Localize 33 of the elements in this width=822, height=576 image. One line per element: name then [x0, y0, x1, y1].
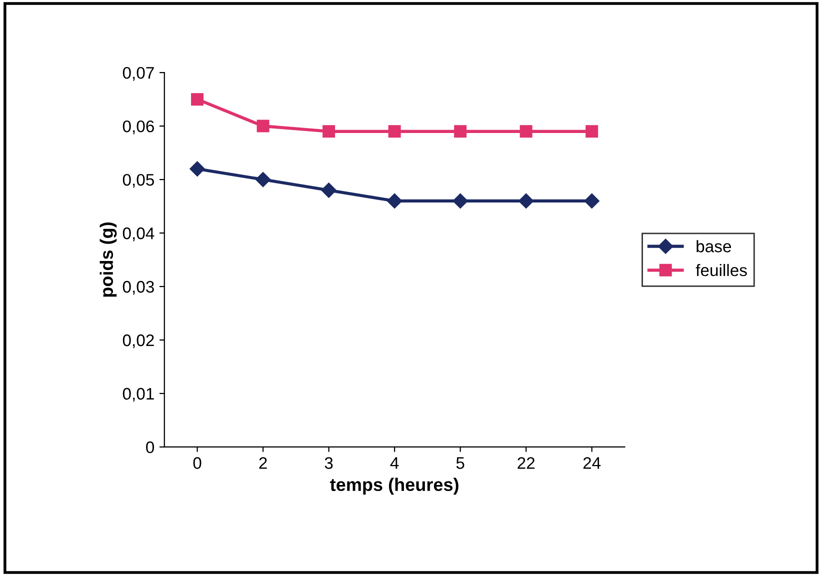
x-tick-label: 5	[456, 457, 464, 469]
point	[386, 193, 402, 209]
y-tick-label: 0,06	[122, 120, 154, 134]
x-axis-title: temps (heures)	[330, 478, 458, 495]
point	[190, 161, 205, 176]
point	[256, 120, 270, 132]
x-tick-label: 4	[390, 457, 399, 469]
y-tick-label: 0,03	[122, 280, 154, 295]
y-tick-label: 0,05	[122, 174, 154, 188]
legend-label: base	[696, 240, 731, 252]
point	[454, 125, 467, 138]
x-tick-label: 2	[259, 457, 267, 469]
point	[584, 193, 600, 209]
point	[388, 125, 401, 138]
point	[520, 125, 532, 138]
y-tick-label: 0,04	[122, 227, 154, 242]
x-tick-label: 3	[324, 457, 333, 469]
legend-label: feuilles	[696, 264, 747, 276]
point	[255, 172, 271, 188]
point	[321, 182, 336, 198]
y-tick-label: 0	[146, 441, 154, 454]
point	[518, 193, 534, 209]
point	[586, 125, 598, 138]
x-tick-label: 22	[518, 457, 535, 469]
point	[452, 193, 468, 209]
x-tick-label: 0	[193, 457, 202, 469]
y-axis-title: poids (g)	[100, 222, 117, 297]
y-tick-label: 0,02	[122, 334, 154, 348]
point	[322, 125, 336, 138]
x-tick-label: 24	[583, 457, 601, 469]
point	[191, 93, 204, 106]
y-tick-label: 0,01	[122, 388, 154, 402]
y-tick-label: 0,07	[122, 66, 154, 81]
